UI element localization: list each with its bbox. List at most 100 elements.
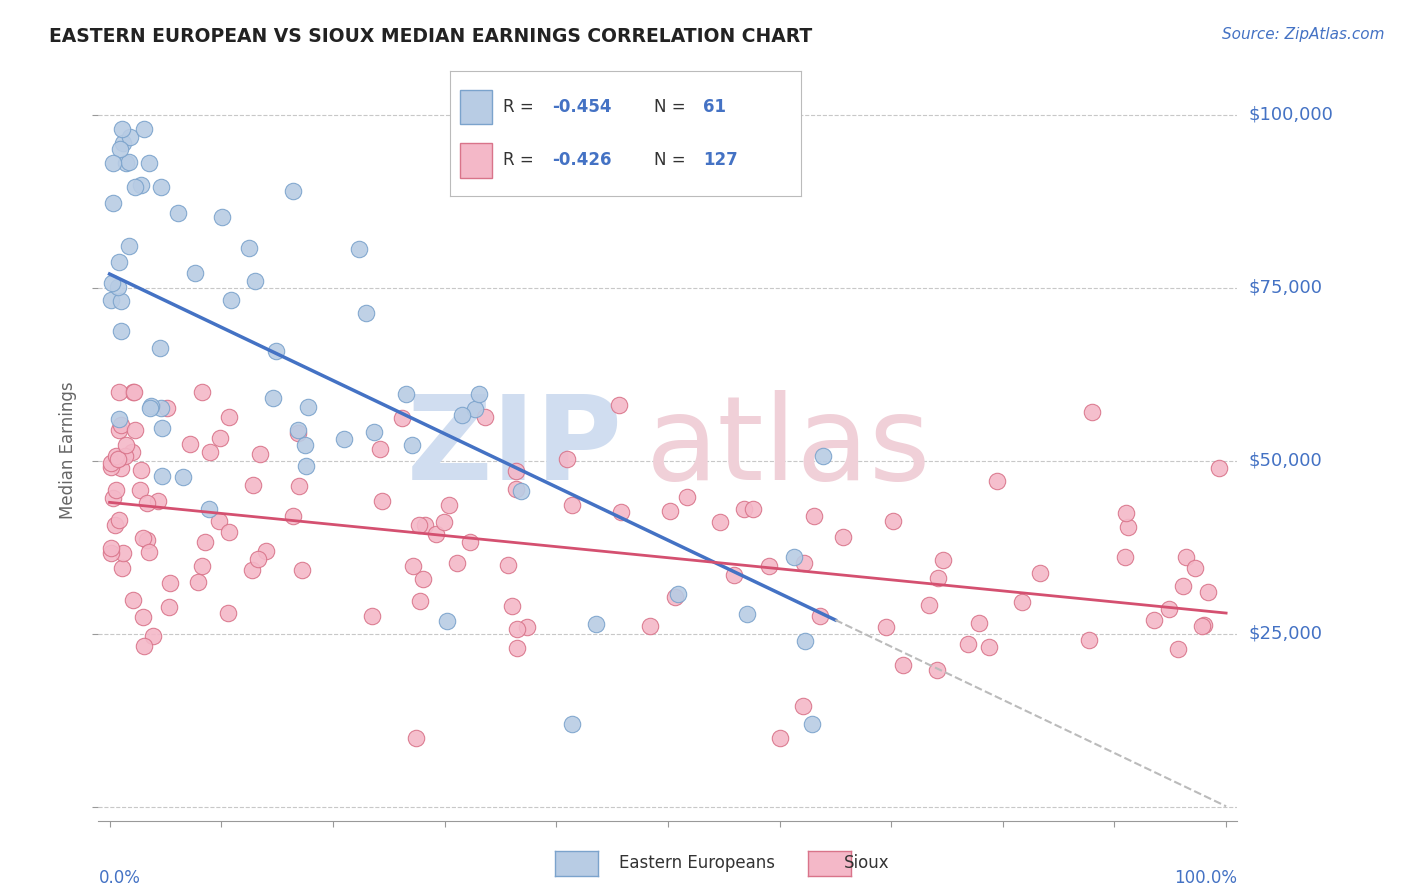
Text: Sioux: Sioux bbox=[844, 855, 889, 872]
Point bbox=[187, 574, 209, 589]
Point bbox=[105, 449, 128, 463]
Point bbox=[100, 293, 122, 308]
Point bbox=[179, 437, 201, 451]
Point bbox=[124, 423, 146, 437]
Text: 61: 61 bbox=[703, 98, 725, 116]
Point bbox=[607, 398, 630, 412]
Point bbox=[191, 559, 214, 574]
Point bbox=[925, 663, 948, 677]
Point bbox=[1191, 618, 1213, 632]
Point bbox=[124, 180, 146, 194]
Text: 127: 127 bbox=[703, 152, 738, 169]
Point bbox=[425, 527, 447, 541]
Point bbox=[409, 594, 432, 608]
Point bbox=[121, 445, 143, 459]
Text: N =: N = bbox=[654, 152, 685, 169]
Point bbox=[139, 399, 162, 413]
Point bbox=[156, 401, 179, 416]
Point bbox=[793, 634, 815, 648]
Point bbox=[242, 477, 264, 491]
Point bbox=[118, 129, 141, 144]
Point bbox=[149, 401, 172, 415]
Text: $100,000: $100,000 bbox=[1249, 106, 1333, 124]
Point bbox=[610, 505, 633, 519]
Text: R =: R = bbox=[503, 152, 533, 169]
Point bbox=[561, 498, 583, 512]
Point bbox=[1011, 595, 1033, 609]
Point bbox=[194, 535, 217, 549]
Point bbox=[142, 629, 165, 643]
Point bbox=[110, 324, 132, 338]
Point bbox=[218, 524, 240, 539]
Point bbox=[129, 463, 152, 477]
Text: -0.426: -0.426 bbox=[551, 152, 612, 169]
Point bbox=[875, 620, 897, 634]
Point bbox=[121, 593, 143, 607]
Text: $75,000: $75,000 bbox=[1249, 279, 1323, 297]
Point bbox=[1077, 633, 1099, 648]
Point bbox=[108, 513, 131, 527]
Point bbox=[218, 410, 240, 425]
Point bbox=[138, 545, 160, 559]
Text: Source: ZipAtlas.com: Source: ZipAtlas.com bbox=[1222, 27, 1385, 42]
Text: 100.0%: 100.0% bbox=[1174, 869, 1237, 887]
Point bbox=[105, 483, 128, 497]
Point bbox=[800, 716, 823, 731]
Point bbox=[159, 575, 181, 590]
Point bbox=[803, 508, 825, 523]
Point bbox=[150, 468, 173, 483]
Point bbox=[458, 535, 481, 549]
Point bbox=[108, 142, 131, 156]
Point bbox=[792, 699, 814, 714]
Point bbox=[122, 384, 145, 399]
Point bbox=[118, 239, 141, 253]
Point bbox=[516, 620, 538, 634]
Point bbox=[368, 442, 391, 456]
Point bbox=[436, 614, 458, 628]
Point bbox=[464, 402, 486, 417]
Point bbox=[742, 502, 765, 516]
Point bbox=[198, 445, 221, 459]
Point bbox=[1197, 584, 1219, 599]
Point bbox=[115, 156, 138, 170]
Point bbox=[211, 210, 233, 224]
Point bbox=[108, 424, 131, 438]
Point bbox=[240, 563, 263, 577]
Point bbox=[132, 121, 155, 136]
Point bbox=[893, 658, 915, 673]
Point bbox=[1116, 520, 1139, 534]
Point bbox=[437, 498, 460, 512]
Point bbox=[1115, 506, 1137, 520]
Point bbox=[501, 599, 523, 614]
Point bbox=[249, 447, 271, 461]
Point bbox=[294, 438, 316, 452]
Point bbox=[107, 451, 129, 466]
Point bbox=[967, 615, 990, 630]
Point bbox=[451, 409, 474, 423]
Point bbox=[1175, 550, 1198, 565]
Point bbox=[918, 598, 941, 612]
Point bbox=[666, 587, 689, 601]
Point bbox=[758, 559, 780, 574]
Point bbox=[167, 206, 190, 220]
Point bbox=[638, 618, 661, 632]
Point bbox=[793, 556, 815, 570]
Point bbox=[208, 514, 231, 528]
Point bbox=[433, 515, 456, 529]
Point bbox=[152, 421, 174, 435]
Point bbox=[505, 482, 527, 496]
Point bbox=[103, 156, 125, 170]
Point bbox=[676, 491, 699, 505]
Point bbox=[129, 178, 152, 193]
Point bbox=[111, 546, 134, 560]
Point bbox=[1157, 602, 1180, 616]
Point bbox=[287, 423, 309, 437]
Text: Eastern Europeans: Eastern Europeans bbox=[619, 855, 775, 872]
Point bbox=[110, 460, 132, 475]
Point bbox=[1184, 561, 1206, 575]
Point bbox=[585, 616, 607, 631]
Text: N =: N = bbox=[654, 98, 685, 116]
Bar bbox=[461, 144, 492, 178]
Point bbox=[136, 533, 159, 547]
Text: atlas: atlas bbox=[645, 390, 931, 505]
